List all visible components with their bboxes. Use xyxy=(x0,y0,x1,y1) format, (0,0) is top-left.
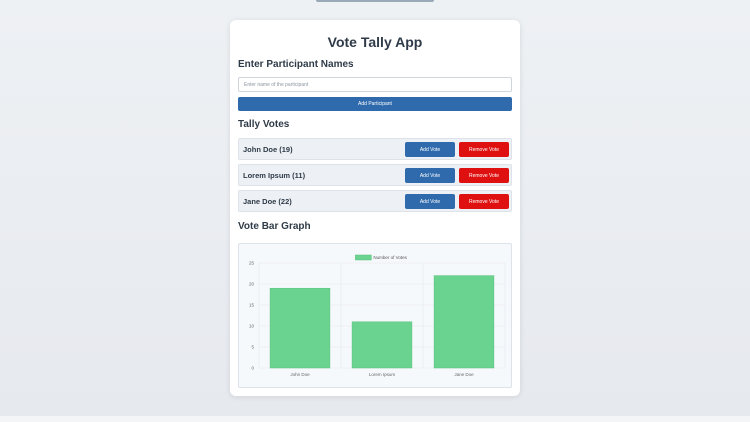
x-tick-label: Jane Doe xyxy=(454,372,474,377)
bottom-edge-strip xyxy=(0,416,750,422)
y-tick-label: 25 xyxy=(249,261,255,266)
participant-name-input[interactable] xyxy=(238,77,512,92)
legend-swatch xyxy=(355,254,372,261)
bar xyxy=(433,275,495,369)
add-vote-button[interactable]: Add Vote xyxy=(405,194,455,209)
tally-row: Lorem Ipsum (11) Add Vote Remove Vote xyxy=(238,164,512,186)
y-tick-label: 15 xyxy=(249,303,255,308)
tally-row: Jane Doe (22) Add Vote Remove Vote xyxy=(238,190,512,212)
y-tick-label: 0 xyxy=(251,366,254,371)
add-vote-button[interactable]: Add Vote xyxy=(405,142,455,157)
add-vote-button[interactable]: Add Vote xyxy=(405,168,455,183)
y-tick-label: 5 xyxy=(251,345,254,350)
bar xyxy=(269,287,331,369)
app-title: Vote Tally App xyxy=(327,34,423,50)
app-card: Vote Tally App Enter Participant Names A… xyxy=(230,20,520,396)
participant-tally-label: Jane Doe (22) xyxy=(243,197,292,206)
bar xyxy=(351,321,413,369)
x-tick-label: Lorem Ipsum xyxy=(369,372,396,377)
remove-vote-button[interactable]: Remove Vote xyxy=(459,194,509,209)
participants-heading: Enter Participant Names xyxy=(238,59,354,70)
tally-heading: Tally Votes xyxy=(238,119,290,130)
remove-vote-button[interactable]: Remove Vote xyxy=(459,168,509,183)
add-participant-button[interactable]: Add Participant xyxy=(238,97,512,111)
y-tick-label: 20 xyxy=(249,282,255,287)
legend-label: Number of Votes xyxy=(373,255,407,260)
y-tick-label: 10 xyxy=(249,324,255,329)
chart-canvas: 0 5 10 15 20 25 John Doe Lorem Ipsum Jane Doe Num… xyxy=(249,254,506,377)
participant-tally-label: Lorem Ipsum (11) xyxy=(243,171,306,180)
tally-row: John Doe (19) Add Vote Remove Vote xyxy=(238,138,512,160)
top-edge-strip xyxy=(316,0,434,2)
participant-tally-label: John Doe (19) xyxy=(243,145,293,154)
remove-vote-button[interactable]: Remove Vote xyxy=(459,142,509,157)
vote-bar-chart: 0 5 10 15 20 25 John Doe Lorem Ipsum Jane Doe Num… xyxy=(238,243,512,388)
x-tick-label: John Doe xyxy=(290,372,310,377)
graph-heading: Vote Bar Graph xyxy=(238,221,311,232)
